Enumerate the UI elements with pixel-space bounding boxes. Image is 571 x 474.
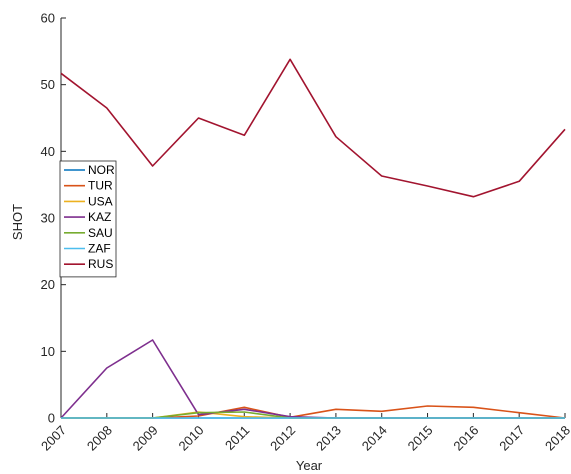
y-axis-title: SHOT <box>10 204 25 240</box>
y-tick-label: 30 <box>41 211 55 226</box>
x-tick-label: 2012 <box>267 423 298 454</box>
x-tick-label: 2013 <box>313 423 344 454</box>
x-tick-label: 2009 <box>130 423 161 454</box>
y-tick-label: 20 <box>41 277 55 292</box>
x-tick-label: 2008 <box>84 423 115 454</box>
x-tick-label: 2016 <box>450 423 481 454</box>
series-line-tur <box>61 405 566 419</box>
x-tick-label: 2010 <box>176 423 207 454</box>
y-tick-label: 50 <box>41 77 55 92</box>
y-tick-label: 0 <box>48 411 55 426</box>
legend-label: TUR <box>88 179 113 193</box>
y-tick-label: 40 <box>41 144 55 159</box>
x-tick-label: 2007 <box>38 423 69 454</box>
x-axis-title: Year <box>296 458 323 473</box>
y-tick-label: 10 <box>41 344 55 359</box>
x-tick-label: 2017 <box>496 423 527 454</box>
x-tick-label: 2015 <box>405 423 436 454</box>
y-tick-label: 60 <box>41 11 55 26</box>
x-tick-label: 2018 <box>542 423 571 454</box>
legend-label: KAZ <box>88 210 111 224</box>
x-tick-label: 2014 <box>359 423 390 454</box>
series-line-kaz <box>60 339 565 419</box>
legend-label: ZAF <box>88 242 111 256</box>
x-tick-label: 2011 <box>222 423 252 453</box>
legend-label: RUS <box>88 257 113 271</box>
legend-label: USA <box>88 194 113 208</box>
legend-label: SAU <box>88 226 113 240</box>
axes: 0 10 20 30 40 50 60 2007 2008 2009 2010 2011 2012 201… <box>38 11 571 454</box>
series-lines <box>60 58 566 419</box>
legend-box <box>59 160 117 278</box>
series-line-rus <box>60 58 566 198</box>
legend-label: NOR <box>88 163 115 177</box>
